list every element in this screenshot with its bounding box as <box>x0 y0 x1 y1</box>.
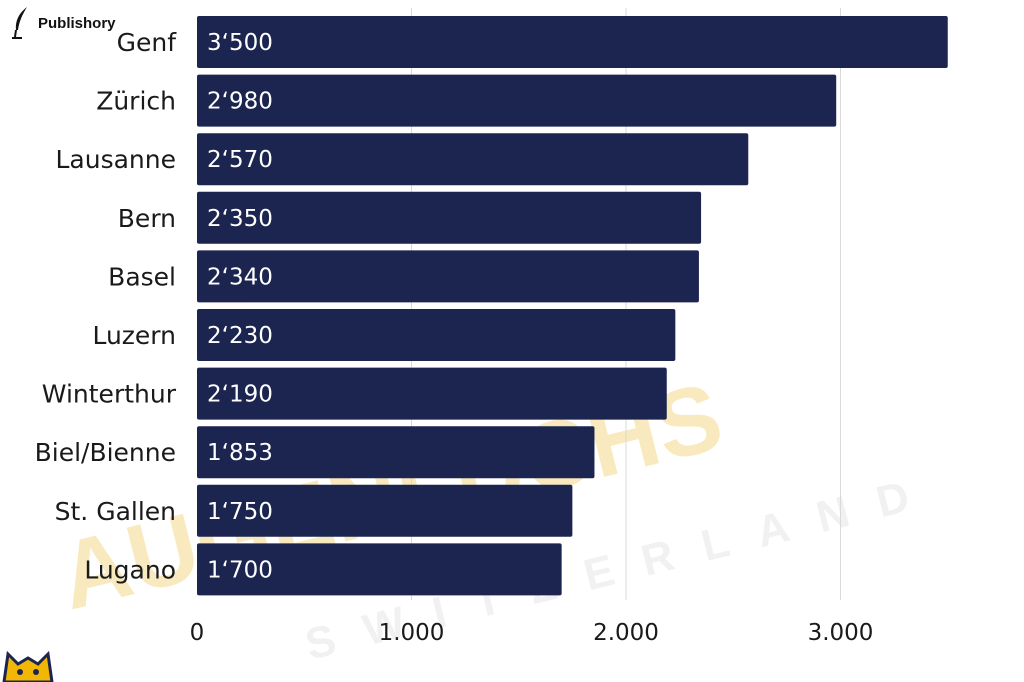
bar-value-label: 3‘500 <box>207 30 273 56</box>
x-tick-label: 1.000 <box>379 620 445 646</box>
bar-value-label: 2‘980 <box>207 89 273 115</box>
bar-value-label: 1‘853 <box>207 440 273 466</box>
bar-value-label: 2‘350 <box>207 206 273 232</box>
bar <box>197 309 676 361</box>
bar <box>197 543 562 596</box>
category-label: Genf <box>117 28 178 57</box>
x-tick-label: 3.000 <box>808 620 874 646</box>
category-label: Bern <box>118 204 176 233</box>
category-label: Zürich <box>96 87 176 116</box>
bar-value-label: 2‘230 <box>207 323 273 349</box>
category-label: St. Gallen <box>55 497 176 526</box>
bar-value-label: 2‘570 <box>207 147 273 173</box>
bar <box>197 191 702 244</box>
quill-icon <box>12 7 27 39</box>
bar-value-label: 2‘190 <box>207 382 273 408</box>
bar <box>197 133 749 186</box>
category-label: Winterthur <box>42 380 177 409</box>
bar-value-label: 1‘750 <box>207 499 273 525</box>
category-label: Biel/Bienne <box>35 438 176 467</box>
x-tick-label: 0 <box>190 620 205 646</box>
category-label: Luzern <box>92 321 176 350</box>
brand-logo: Publishory <box>10 6 116 40</box>
brand-name: Publishory <box>38 14 116 32</box>
lynx-mascot-icon <box>2 650 54 682</box>
bar <box>197 16 948 68</box>
bar <box>197 74 837 127</box>
category-label: Lugano <box>84 555 176 584</box>
bar-value-label: 1‘700 <box>207 557 273 583</box>
bar <box>197 484 573 537</box>
bar <box>197 426 595 479</box>
bar <box>197 367 667 420</box>
bar-value-label: 2‘340 <box>207 264 273 290</box>
category-label: Lausanne <box>55 145 176 174</box>
category-label: Basel <box>108 262 176 291</box>
bar <box>197 250 699 303</box>
x-tick-label: 2.000 <box>593 620 659 646</box>
